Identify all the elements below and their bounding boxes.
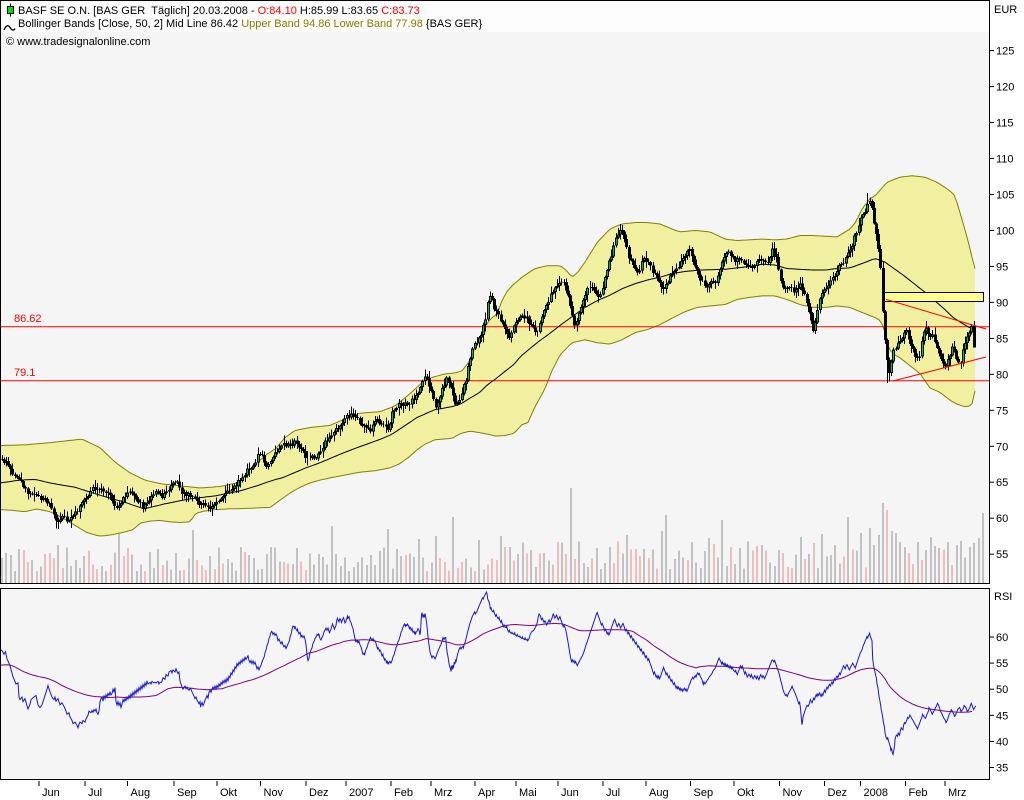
svg-text:Aug: Aug (131, 787, 151, 799)
svg-text:45: 45 (996, 710, 1008, 722)
svg-text:Nov: Nov (783, 787, 803, 799)
svg-text:Jun: Jun (561, 787, 579, 799)
svg-text:BASF SE O.N. [BAS GER Täglich: BASF SE O.N. [BAS GER Täglich] 20.03.200… (18, 5, 420, 17)
svg-text:55: 55 (996, 658, 1008, 670)
svg-text:95: 95 (996, 261, 1008, 273)
svg-text:RSI: RSI (994, 591, 1012, 603)
svg-text:65: 65 (996, 477, 1008, 489)
svg-text:Jul: Jul (606, 787, 620, 799)
svg-text:EUR: EUR (994, 4, 1017, 16)
svg-text:55: 55 (996, 549, 1008, 561)
svg-text:110: 110 (996, 154, 1014, 166)
svg-text:60: 60 (996, 513, 1008, 525)
svg-text:70: 70 (996, 441, 1008, 453)
svg-text:Sep: Sep (177, 787, 197, 799)
svg-text:80: 80 (996, 369, 1008, 381)
svg-text:85: 85 (996, 333, 1008, 345)
svg-text:86.62: 86.62 (14, 313, 42, 325)
svg-text:Nov: Nov (264, 787, 284, 799)
svg-text:Jul: Jul (88, 787, 102, 799)
svg-text:90: 90 (996, 297, 1008, 309)
svg-text:40: 40 (996, 736, 1008, 748)
svg-text:79.1: 79.1 (14, 367, 35, 379)
svg-text:2007: 2007 (349, 787, 373, 799)
svg-text:60: 60 (996, 632, 1008, 644)
svg-text:Dez: Dez (828, 787, 848, 799)
svg-text:Bollinger Bands [Close, 50, 2]: Bollinger Bands [Close, 50, 2] Mid Line … (18, 18, 482, 30)
svg-text:Feb: Feb (909, 787, 928, 799)
svg-text:75: 75 (996, 405, 1008, 417)
svg-text:Feb: Feb (394, 787, 413, 799)
svg-text:Sep: Sep (694, 787, 714, 799)
svg-text:35: 35 (996, 763, 1008, 775)
svg-text:Okt: Okt (737, 787, 754, 799)
svg-text:Okt: Okt (220, 787, 237, 799)
svg-text:© www.tradesignalonline.com: © www.tradesignalonline.com (6, 36, 150, 48)
svg-text:Jun: Jun (42, 787, 60, 799)
svg-text:120: 120 (996, 82, 1014, 94)
svg-text:Apr: Apr (478, 787, 495, 799)
svg-text:100: 100 (996, 225, 1014, 237)
svg-text:Dez: Dez (309, 787, 329, 799)
svg-text:Mai: Mai (519, 787, 537, 799)
svg-text:105: 105 (996, 190, 1014, 202)
svg-text:125: 125 (996, 46, 1014, 58)
svg-text:Mrz: Mrz (434, 787, 452, 799)
svg-text:Aug: Aug (649, 787, 669, 799)
svg-text:2008: 2008 (864, 787, 888, 799)
svg-text:Mrz: Mrz (948, 787, 966, 799)
svg-text:115: 115 (996, 118, 1014, 130)
svg-text:50: 50 (996, 684, 1008, 696)
